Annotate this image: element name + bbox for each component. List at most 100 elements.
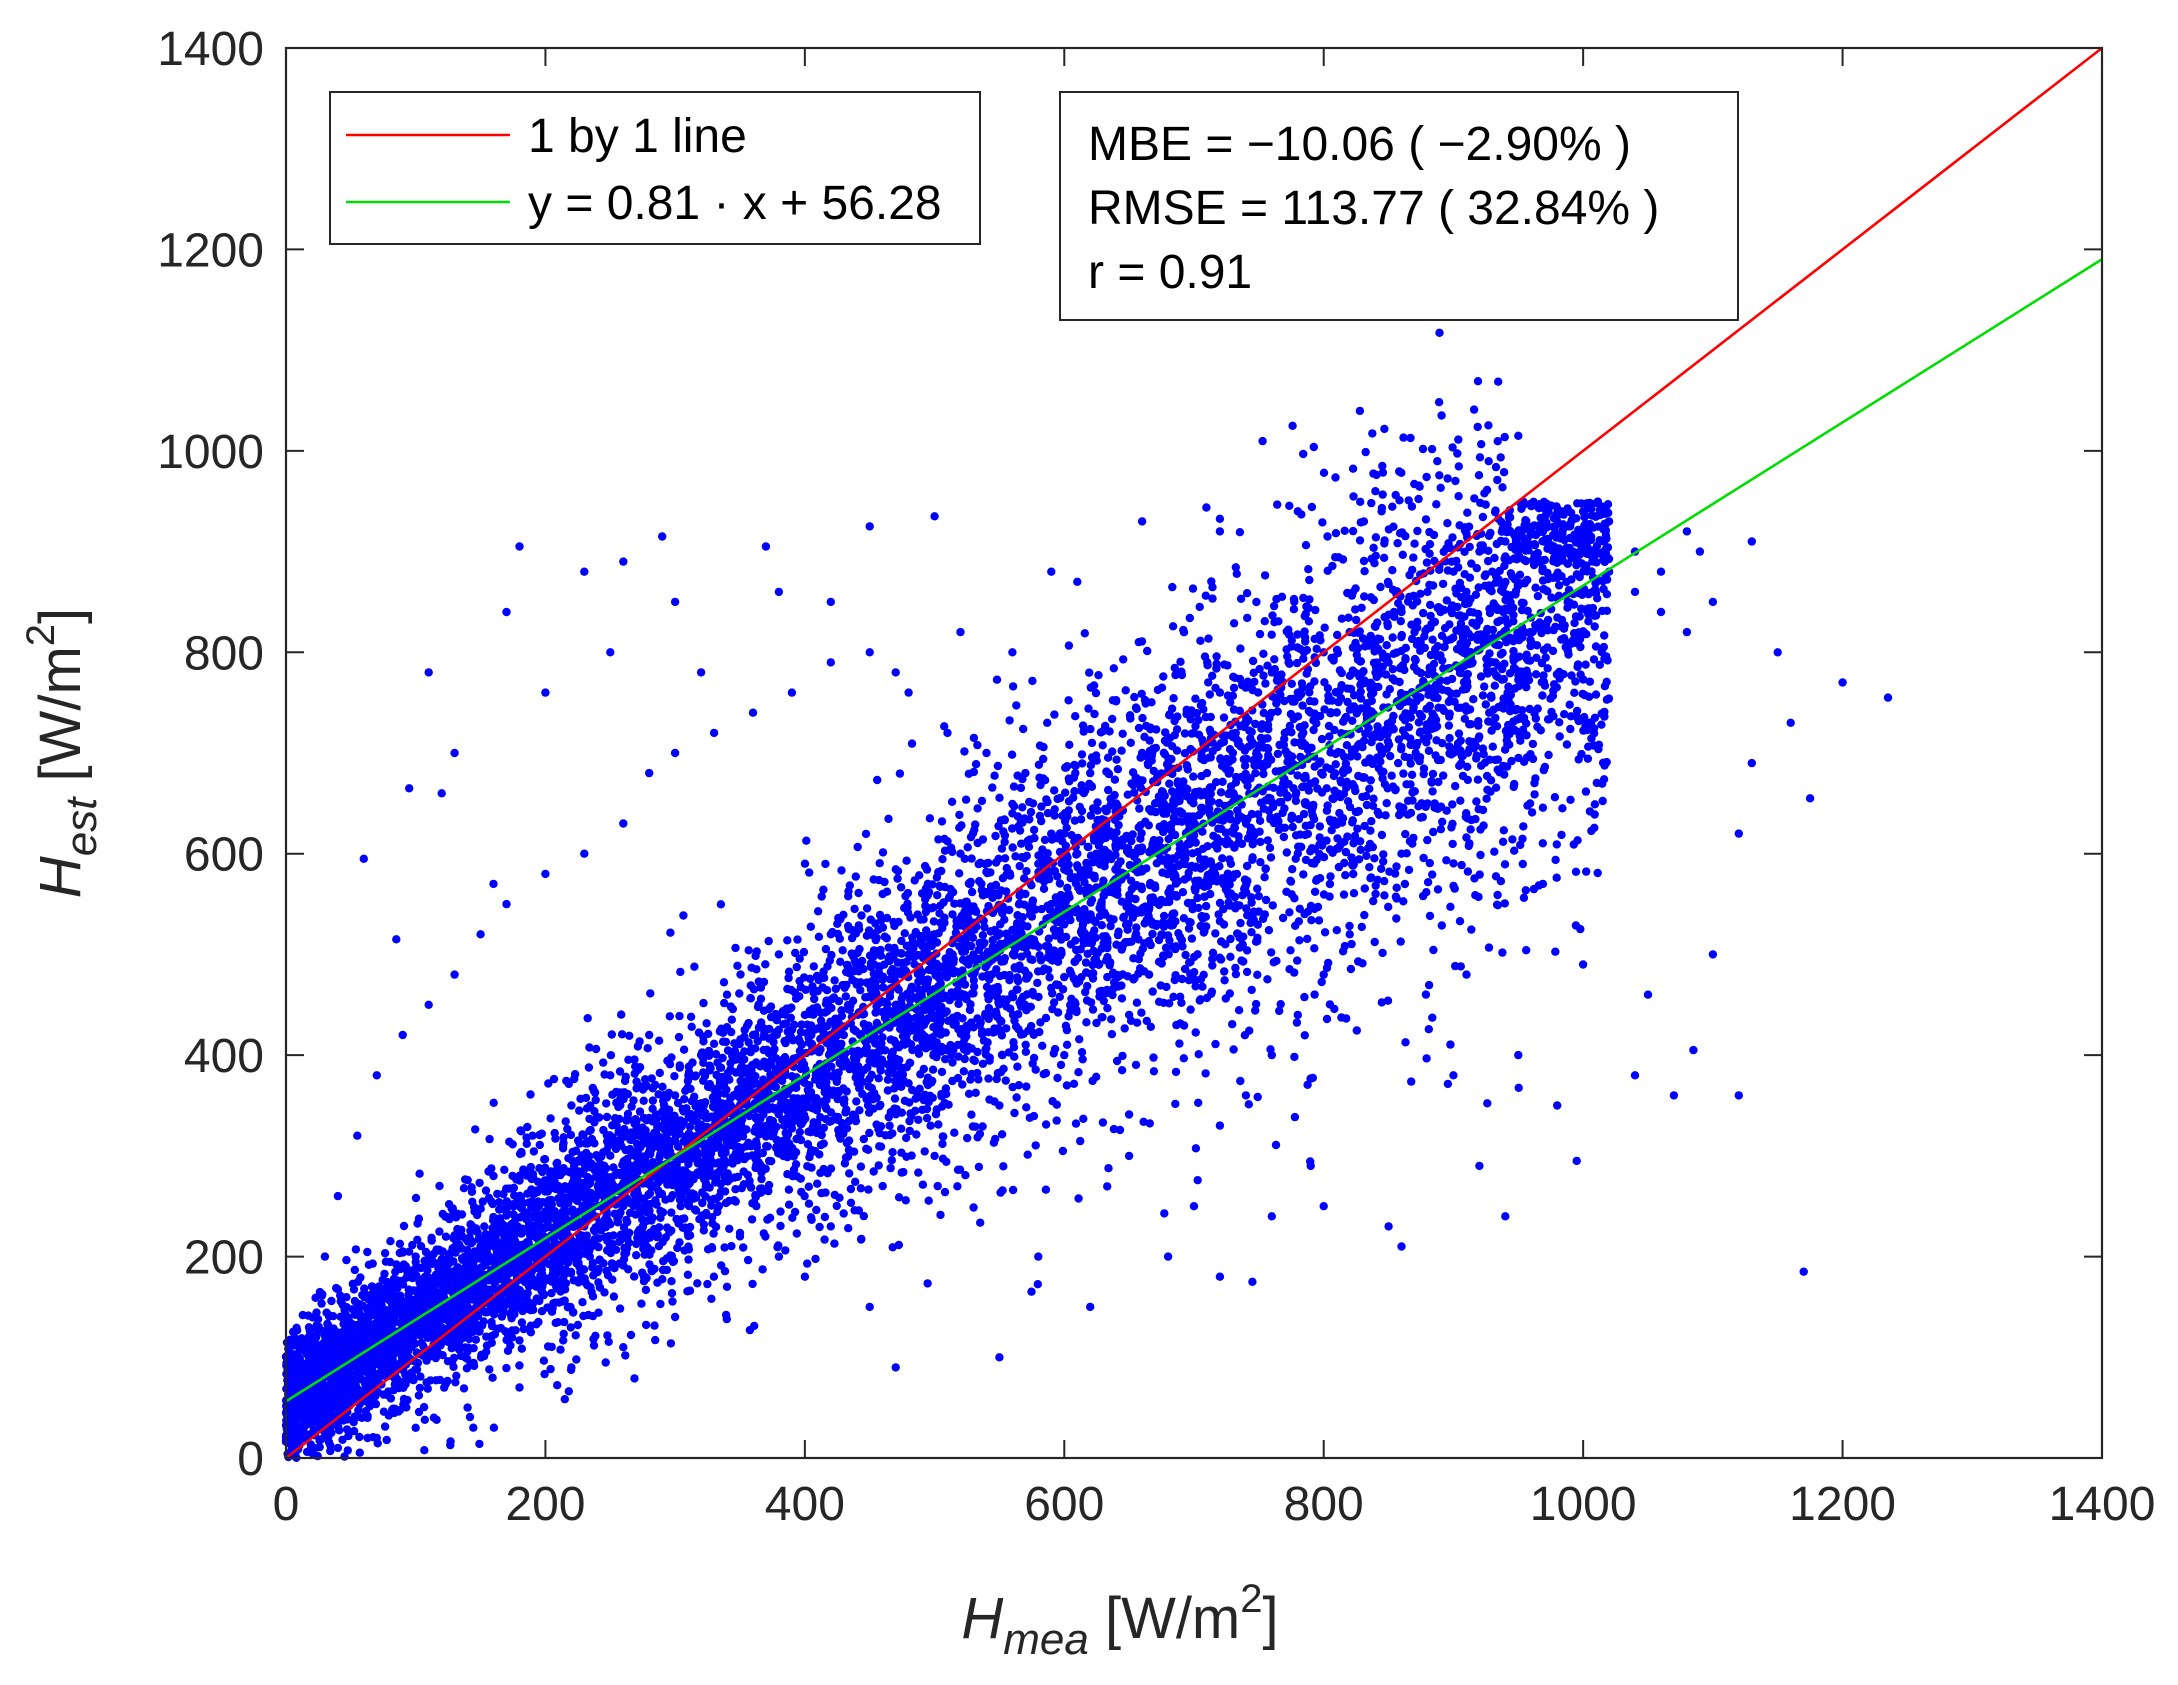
scatter-point bbox=[1117, 746, 1126, 755]
scatter-point bbox=[478, 1197, 487, 1206]
scatter-point bbox=[1422, 558, 1432, 567]
scatter-point bbox=[1110, 775, 1120, 784]
scatter-point bbox=[1269, 601, 1279, 611]
scatter-point bbox=[693, 1279, 702, 1288]
scatter-point bbox=[1410, 654, 1420, 664]
scatter-point bbox=[1342, 741, 1352, 750]
scatter-point bbox=[725, 1075, 734, 1084]
scatter-point bbox=[1204, 678, 1213, 687]
scatter-point bbox=[1130, 692, 1139, 702]
scatter-point bbox=[1303, 829, 1313, 839]
scatter-point bbox=[709, 1272, 719, 1281]
scatter-point bbox=[1592, 778, 1602, 788]
scatter-point bbox=[1242, 946, 1252, 955]
scatter-point bbox=[1160, 1209, 1169, 1218]
scatter-point bbox=[1197, 754, 1206, 763]
scatter-point bbox=[1357, 603, 1366, 612]
scatter-point bbox=[1302, 669, 1311, 678]
scatter-point bbox=[1169, 694, 1178, 703]
scatter-point bbox=[978, 1122, 987, 1131]
scatter-point bbox=[1421, 515, 1431, 524]
scatter-point bbox=[1407, 770, 1417, 779]
scatter-point bbox=[855, 1106, 864, 1115]
scatter-point bbox=[1549, 625, 1558, 635]
scatter-point bbox=[467, 1183, 476, 1192]
scatter-point bbox=[744, 946, 753, 955]
scatter-point bbox=[1393, 539, 1402, 548]
scatter-point bbox=[1320, 678, 1329, 687]
scatter-point bbox=[1562, 577, 1571, 587]
scatter-point bbox=[1179, 914, 1189, 923]
scatter-point bbox=[1409, 833, 1418, 843]
scatter-point bbox=[1445, 733, 1454, 743]
scatter-point bbox=[1395, 467, 1404, 476]
scatter-point bbox=[1428, 581, 1438, 590]
scatter-point bbox=[343, 1446, 352, 1455]
scatter-point bbox=[635, 1107, 645, 1116]
scatter-point bbox=[1105, 727, 1114, 736]
scatter-point bbox=[778, 1136, 788, 1146]
scatter-point bbox=[1220, 967, 1229, 976]
scatter-point bbox=[646, 989, 655, 998]
scatter-point bbox=[731, 943, 740, 953]
scatter-point bbox=[966, 832, 976, 842]
scatter-point bbox=[864, 1108, 874, 1117]
scatter-point bbox=[924, 1196, 933, 1205]
scatter-point bbox=[1530, 790, 1539, 799]
scatter-point bbox=[1544, 750, 1553, 760]
scatter-point bbox=[1287, 679, 1297, 688]
scatter-point bbox=[1442, 806, 1451, 815]
scatter-point bbox=[895, 1055, 904, 1065]
scatter-point bbox=[1289, 594, 1299, 604]
scatter-point bbox=[1275, 1006, 1284, 1016]
scatter-point bbox=[1345, 705, 1355, 714]
scatter-point bbox=[627, 1102, 636, 1111]
scatter-point bbox=[560, 1270, 569, 1279]
scatter-point bbox=[1428, 635, 1437, 644]
scatter-point bbox=[940, 846, 950, 855]
scatter-point bbox=[1572, 570, 1582, 579]
scatter-point bbox=[1480, 489, 1489, 498]
scatter-point bbox=[790, 1020, 799, 1029]
scatter-point bbox=[1179, 777, 1188, 786]
scatter-point bbox=[806, 1128, 815, 1137]
scatter-point bbox=[1062, 1040, 1072, 1050]
scatter-point bbox=[1229, 705, 1239, 714]
scatter-point bbox=[1446, 902, 1455, 911]
scatter-point bbox=[1124, 1110, 1134, 1119]
scatter-point bbox=[804, 1199, 814, 1208]
scatter-point bbox=[1112, 940, 1121, 949]
scatter-point bbox=[1052, 1116, 1061, 1125]
scatter-point bbox=[1369, 794, 1378, 803]
scatter-point bbox=[1533, 591, 1543, 601]
scatter-point bbox=[736, 1051, 745, 1061]
scatter-point bbox=[658, 1082, 667, 1092]
scatter-point bbox=[1011, 852, 1020, 861]
scatter-point bbox=[1119, 913, 1128, 922]
scatter-point bbox=[1566, 712, 1576, 721]
scatter-point bbox=[679, 911, 688, 920]
scatter-point bbox=[878, 983, 888, 992]
scatter-point bbox=[351, 1245, 361, 1254]
scatter-point bbox=[1384, 902, 1393, 912]
scatter-point bbox=[1456, 619, 1466, 628]
scatter-point bbox=[1382, 641, 1391, 650]
scatter-point bbox=[859, 1134, 868, 1144]
scatter-point bbox=[1433, 885, 1443, 894]
scatter-point bbox=[948, 910, 957, 919]
scatter-point bbox=[327, 1296, 336, 1306]
scatter-point bbox=[817, 892, 826, 901]
scatter-point bbox=[1293, 630, 1302, 639]
scatter-point bbox=[1303, 934, 1312, 944]
scatter-point bbox=[857, 911, 866, 920]
scatter-point bbox=[1240, 761, 1250, 770]
scatter-point bbox=[886, 1163, 895, 1173]
scatter-point bbox=[1443, 519, 1452, 528]
scatter-point bbox=[1369, 896, 1378, 906]
scatter-point bbox=[1369, 543, 1378, 552]
scatter-point bbox=[1392, 914, 1401, 923]
scatter-point bbox=[655, 1068, 664, 1078]
scatter-point bbox=[1509, 646, 1518, 656]
scatter-point bbox=[902, 856, 911, 865]
